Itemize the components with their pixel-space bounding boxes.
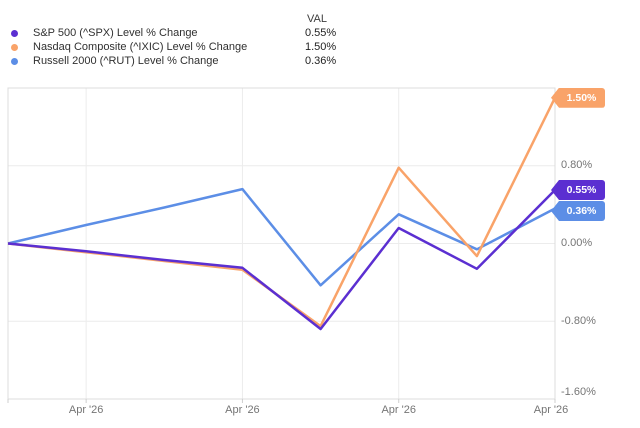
y-axis-label: 0.00% [561,237,593,249]
series-line[interactable] [7,97,557,328]
legend-item-label: S&P 500 (^SPX) Level % Change [33,27,198,39]
x-axis-label: Apr '26 [533,404,569,416]
x-axis-label: Apr '26 [225,404,260,416]
value-badge: 0.55% [551,180,605,201]
legend-item-label: Nasdaq Composite (^IXIC) Level % Change [33,41,248,53]
x-axis-label: Apr '26 [68,404,104,416]
chart-legend: VAL S&P 500 (^SPX) Level % Change 0.55% … [11,12,347,68]
legend-item-sp500[interactable]: S&P 500 (^SPX) Level % Change 0.55% [11,26,347,40]
legend-header-row: VAL [11,12,347,26]
nasdaq-series-dot-icon [11,43,18,51]
y-axis-label: -0.80% [561,314,596,327]
y-axis-label: 0.80% [561,159,593,172]
val-column-header: VAL [307,13,327,25]
y-axis-label: -1.60% [561,386,596,398]
x-axis-label: Apr '26 [381,404,416,416]
russell-series-dot-icon [11,57,18,65]
legend-item-nasdaq[interactable]: Nasdaq Composite (^IXIC) Level % Change … [11,40,347,54]
legend-item-value: 1.50% [305,41,337,53]
legend-item-label: Russell 2000 (^RUT) Level % Change [33,55,219,67]
legend-item-value: 0.36% [305,55,337,67]
value-badge: 1.50% [551,87,605,108]
sp500-series-dot-icon [11,29,18,37]
legend-item-russell[interactable]: Russell 2000 (^RUT) Level % Change 0.36% [11,54,347,68]
series-line[interactable] [7,187,556,287]
series-line[interactable] [7,189,556,331]
value-badge: 0.36% [551,201,605,222]
legend-item-value: 0.55% [305,27,337,39]
